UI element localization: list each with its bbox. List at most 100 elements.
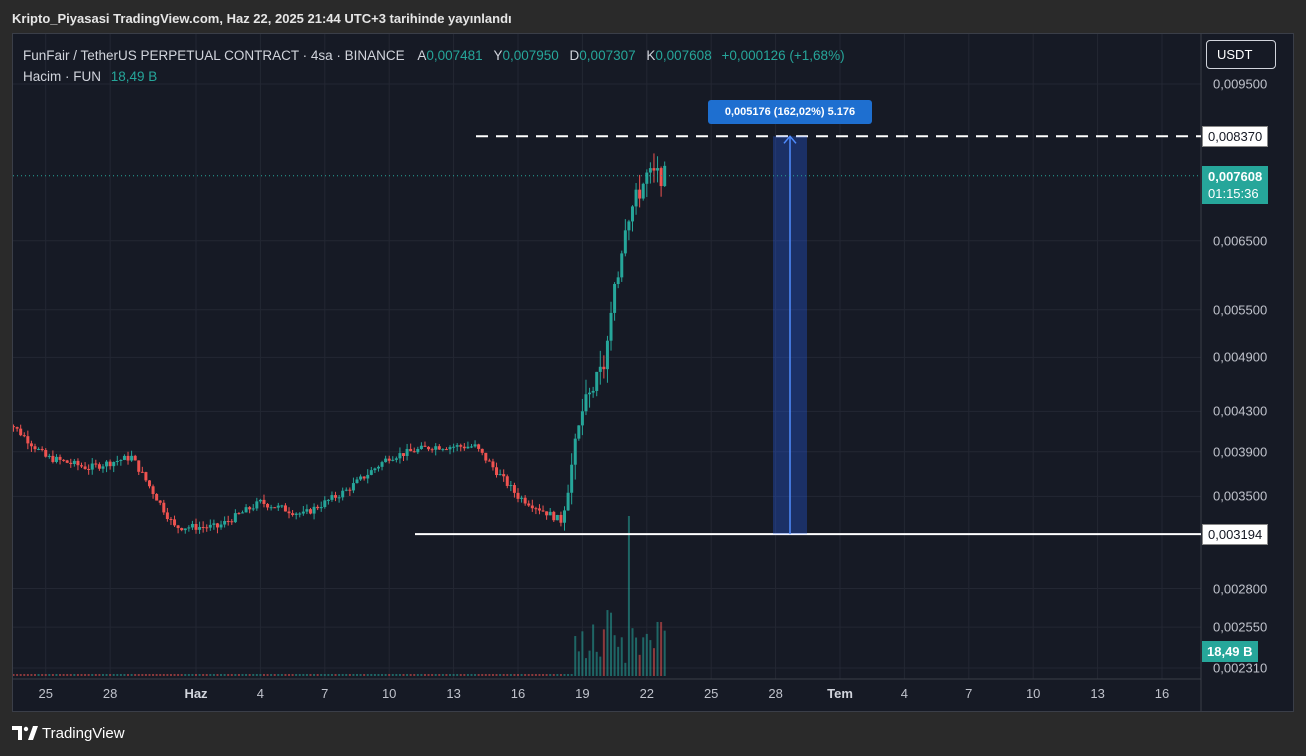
candle-body: [140, 471, 144, 473]
volume-bar: [298, 674, 301, 676]
candle-body: [516, 492, 520, 499]
volume-bar: [227, 674, 230, 676]
volume-bar: [370, 674, 373, 676]
candle-body: [527, 503, 531, 506]
volume-bar: [55, 674, 58, 676]
candle-body: [40, 448, 44, 451]
candle-body: [577, 425, 581, 439]
candle-body: [83, 466, 87, 469]
candle-body: [212, 523, 216, 525]
candle-body: [502, 474, 506, 477]
candle-body: [369, 470, 373, 475]
volume-bar: [652, 648, 655, 676]
candle-body: [351, 483, 355, 491]
volume-bar: [295, 674, 298, 676]
volume-bar: [631, 628, 634, 676]
candle-body: [122, 455, 126, 460]
volume-bar: [395, 674, 398, 676]
volume-bar: [617, 646, 620, 676]
volume-bar: [613, 635, 616, 676]
candle-body: [366, 474, 370, 479]
time-tick-label: 19: [575, 686, 590, 701]
volume-bar: [398, 674, 401, 676]
candle-body: [376, 466, 380, 469]
volume-bar: [452, 674, 455, 676]
candle-body: [29, 443, 33, 447]
volume-bar: [495, 674, 498, 676]
volume-bar: [538, 674, 541, 676]
volume-bar: [545, 674, 548, 676]
candle-body: [541, 510, 545, 512]
volume-bar: [26, 674, 29, 676]
volume-bar: [431, 674, 434, 676]
candle-body: [477, 444, 481, 449]
volume-label[interactable]: Hacim · FUN: [23, 69, 101, 84]
candle-body: [487, 460, 491, 462]
symbol-title[interactable]: FunFair / TetherUS PERPETUAL CONTRACT · …: [23, 48, 405, 63]
volume-bar: [577, 651, 580, 676]
volume-bar: [556, 674, 559, 676]
volume-bar: [574, 636, 577, 676]
candle-body: [330, 495, 334, 500]
volume-bar: [366, 674, 369, 676]
volume-bar: [309, 674, 312, 676]
footer-brand: TradingView: [42, 725, 125, 742]
candle-body: [416, 449, 420, 453]
volume-bar: [338, 674, 341, 676]
volume-bar: [187, 674, 190, 676]
volume-bar: [34, 674, 36, 676]
volume-bar: [563, 674, 566, 676]
published-caption: Kripto_Piyasasi TradingView.com, Haz 22,…: [12, 11, 512, 26]
candle-body: [62, 459, 66, 461]
candle-body: [223, 521, 227, 525]
volume-bar: [266, 674, 269, 676]
volume-bar: [220, 674, 223, 676]
volume-bar: [191, 674, 194, 676]
volume-bar: [323, 674, 326, 676]
candle-body: [380, 462, 384, 467]
candle-body: [230, 521, 234, 523]
candle-body: [287, 511, 291, 514]
volume-bar: [270, 674, 273, 676]
last-price-value: 0,007608: [1208, 169, 1263, 184]
candle-body: [105, 461, 109, 467]
volume-bar: [599, 656, 602, 676]
volume-bar: [148, 674, 151, 676]
candle-body: [312, 506, 316, 514]
chart-frame[interactable]: FunFair / TetherUS PERPETUAL CONTRACT · …: [12, 33, 1294, 712]
volume-bar: [101, 674, 104, 676]
volume-bar: [373, 674, 376, 676]
currency-button[interactable]: USDT: [1206, 40, 1276, 69]
volume-bar: [588, 650, 591, 676]
candle-body: [509, 485, 513, 487]
candle-body: [355, 479, 359, 484]
volume-bar: [216, 674, 219, 676]
volume-bar: [388, 674, 391, 676]
candle-body: [130, 455, 134, 461]
candle-body: [384, 458, 388, 463]
candle-body: [190, 523, 194, 528]
open-value: 0,007481: [426, 48, 483, 63]
volume-bar: [80, 674, 83, 676]
candle-body: [570, 464, 574, 493]
candle-body: [137, 460, 141, 472]
candle-body: [427, 446, 431, 450]
volume-bar: [627, 516, 630, 676]
volume-bar: [427, 674, 430, 676]
candle-body: [462, 446, 466, 449]
candle-body: [144, 472, 148, 481]
candle-body: [588, 392, 592, 395]
volume-bar: [334, 674, 337, 676]
legend-ohlc-row: FunFair / TetherUS PERPETUAL CONTRACT · …: [23, 45, 845, 66]
candle-body: [387, 458, 391, 461]
volume-bar: [288, 674, 291, 676]
volume-bar: [84, 674, 87, 676]
candle-body: [466, 446, 470, 449]
volume-bar: [527, 674, 530, 676]
price-chart[interactable]: [13, 34, 1294, 712]
volume-bar: [456, 674, 459, 676]
volume-bar: [30, 674, 33, 676]
candle-body: [165, 512, 169, 520]
candle-body: [412, 451, 416, 453]
high-line-tag: 0,008370: [1202, 126, 1269, 147]
